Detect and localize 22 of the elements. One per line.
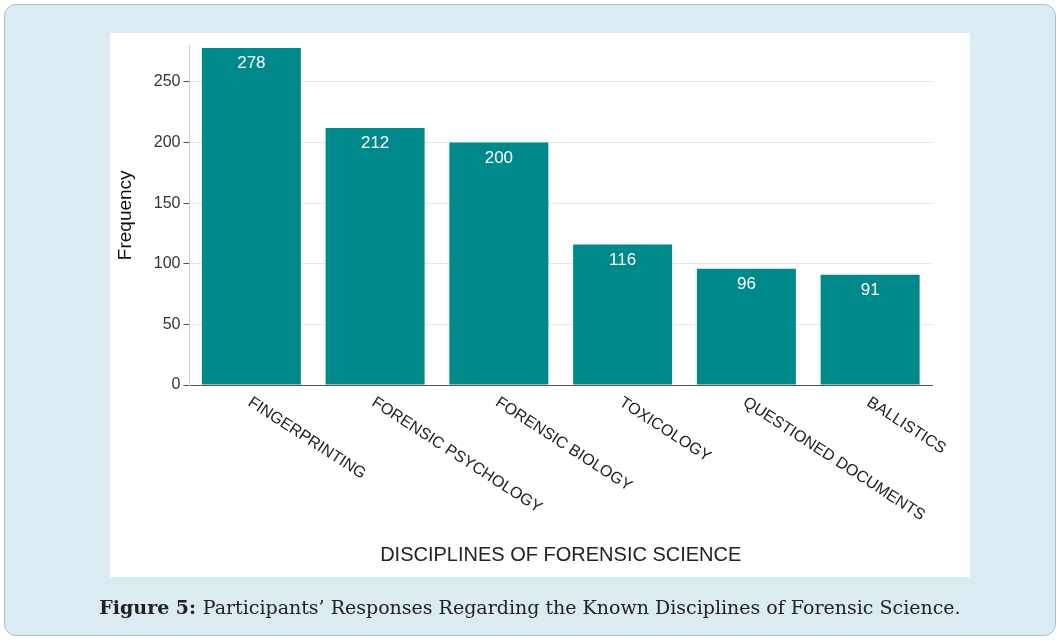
data-label: 96 — [736, 273, 756, 293]
caption: Figure 5: — [99, 596, 198, 618]
data-label: 278 — [237, 53, 266, 73]
bar — [696, 268, 796, 385]
y-tick-label: 150 — [153, 193, 181, 211]
data-label: 91 — [860, 279, 880, 299]
bar — [325, 128, 425, 385]
data-label: 116 — [609, 249, 637, 269]
x-axis-title: DISCIPLINES OF FORENSIC SCIENCE — [380, 542, 742, 565]
y-tick-label: 200 — [153, 132, 181, 150]
bar — [820, 274, 920, 385]
y-tick-label: 0 — [171, 375, 181, 393]
data-label: 212 — [360, 133, 390, 153]
bar — [201, 48, 301, 385]
y-tick-label: 50 — [162, 314, 181, 332]
bar — [573, 244, 673, 385]
y-axis-title: Frequency — [113, 169, 135, 261]
y-tick-label: 100 — [153, 254, 181, 272]
data-label: 200 — [484, 147, 514, 167]
text: Participants’ Responses Regarding the Known Disciplines of Forensic Science. — [202, 596, 961, 618]
bar — [449, 142, 549, 385]
y-tick-label: 250 — [153, 72, 181, 90]
